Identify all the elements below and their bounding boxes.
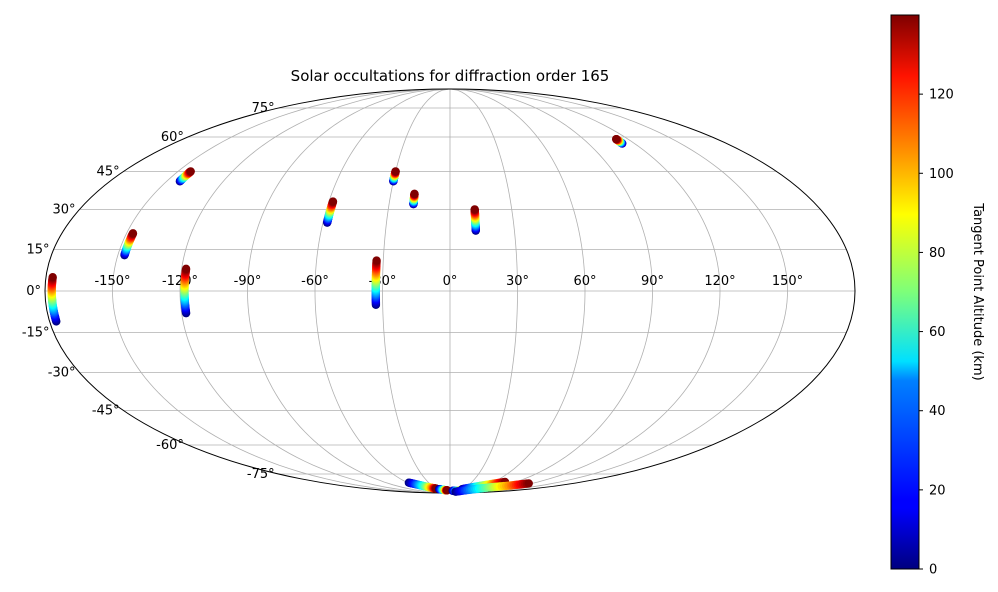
- meridian-line: [449, 89, 518, 493]
- data-point: [48, 272, 57, 282]
- lat-tick-label: 15°: [27, 243, 50, 258]
- colorbar-tick-label: 100: [929, 167, 954, 182]
- map-grid: [45, 89, 855, 493]
- lon-tick-label: -60°: [301, 274, 329, 289]
- data-point: [611, 134, 621, 144]
- data-point: [524, 479, 533, 488]
- lat-tick-label: 60°: [161, 130, 184, 145]
- data-point: [328, 197, 338, 206]
- lon-tick-label: -150°: [94, 274, 130, 289]
- lon-tick-label: -90°: [234, 274, 262, 289]
- lat-tick-label: 0°: [26, 284, 41, 299]
- colorbar-tick-label: 0: [929, 563, 937, 578]
- lat-tick-label: 30°: [52, 202, 75, 217]
- meridian-line: [179, 89, 451, 493]
- lon-tick-label: 150°: [772, 274, 803, 289]
- colorbar-tick-label: 40: [929, 404, 946, 419]
- lat-tick-label: -45°: [92, 404, 120, 419]
- colorbar-tick-label: 120: [929, 88, 954, 103]
- data-point: [181, 264, 191, 274]
- meridian-line: [449, 89, 653, 493]
- lat-tick-label: 75°: [252, 101, 275, 116]
- meridian-line: [449, 89, 586, 493]
- colorbar-label: Tangent Point Altitude (km): [970, 202, 985, 380]
- lon-tick-label: 30°: [506, 274, 529, 289]
- lon-tick-label: 120°: [704, 274, 735, 289]
- meridian-line: [382, 89, 451, 493]
- colorbar: [890, 14, 920, 570]
- data-point: [391, 167, 400, 176]
- colorbar-tick-label: 20: [929, 483, 946, 498]
- data-point: [470, 205, 479, 214]
- data-point: [128, 229, 138, 238]
- data-point: [372, 256, 381, 265]
- occultation-points: [47, 134, 627, 496]
- lat-tick-label: -15°: [22, 325, 50, 340]
- lat-tick-label: 45°: [97, 164, 120, 179]
- lon-tick-label: 0°: [443, 274, 458, 289]
- lat-tick-label: -75°: [247, 467, 275, 482]
- colorbar-tick-label: 60: [929, 325, 946, 340]
- lon-tick-label: -120°: [162, 274, 198, 289]
- lat-tick-label: -30°: [48, 366, 76, 381]
- lon-tick-label: 90°: [641, 274, 664, 289]
- longitude-tick-labels: -150° -120° -90° -60° -30° 0° 30° 60° 90° 120° 150…: [94, 274, 803, 289]
- lon-tick-label: 60°: [573, 274, 596, 289]
- data-point: [186, 167, 195, 176]
- meridian-line: [112, 89, 451, 493]
- lat-tick-label: -60°: [156, 438, 184, 453]
- data-point: [410, 189, 419, 199]
- chart-title: Solar occultations for diffraction order…: [291, 67, 610, 85]
- meridian-line: [247, 89, 451, 493]
- meridian-line: [314, 89, 451, 493]
- meridian-line: [449, 89, 788, 493]
- meridian-line: [449, 89, 721, 493]
- colorbar-ticks: 0 20 40 60 80 100 120: [919, 88, 954, 578]
- latitude-tick-labels: 75° 60° 45° 30° 15° 0° -15° -30° -45° -60° -75°: [22, 101, 275, 482]
- colorbar-tick-label: 80: [929, 246, 946, 261]
